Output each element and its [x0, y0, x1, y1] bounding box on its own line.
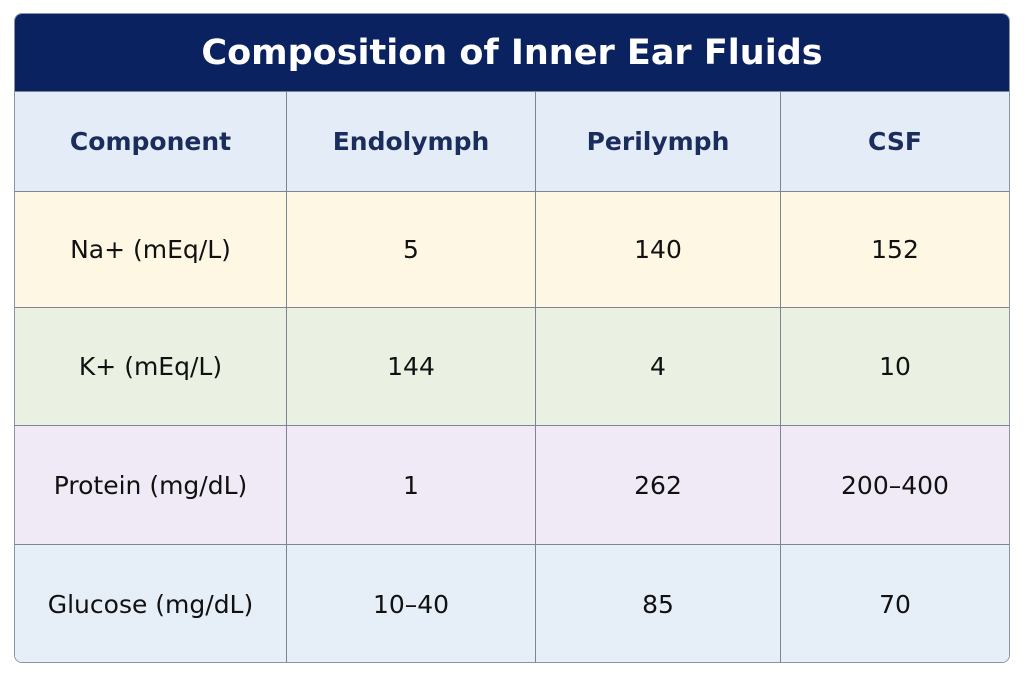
row-label: Na+ (mEq/L) — [15, 191, 287, 307]
table-cell: 85 — [536, 544, 781, 662]
header-cell: Perilymph — [536, 91, 781, 191]
header-cell: Component — [15, 91, 287, 191]
row-label: Glucose (mg/dL) — [15, 544, 287, 662]
table-cell: 144 — [287, 307, 536, 425]
header-cell: CSF — [781, 91, 1009, 191]
table-cell: 70 — [781, 544, 1009, 662]
table-card: Composition of Inner Ear Fluids Componen… — [14, 13, 1010, 663]
header-cell: Endolymph — [287, 91, 536, 191]
table: Component Endolymph Perilymph CSF Na+ (mEq/L… — [15, 91, 1009, 662]
table-cell: 1 — [287, 425, 536, 544]
row-label: Protein (mg/dL) — [15, 425, 287, 544]
table-cell: 200–400 — [781, 425, 1009, 544]
table-cell: 262 — [536, 425, 781, 544]
table-cell: 140 — [536, 191, 781, 307]
table-cell: 10 — [781, 307, 1009, 425]
table-cell: 5 — [287, 191, 536, 307]
table-cell: 152 — [781, 191, 1009, 307]
table-title: Composition of Inner Ear Fluids — [15, 14, 1009, 91]
table-cell: 10–40 — [287, 544, 536, 662]
table-cell: 4 — [536, 307, 781, 425]
row-label: K+ (mEq/L) — [15, 307, 287, 425]
